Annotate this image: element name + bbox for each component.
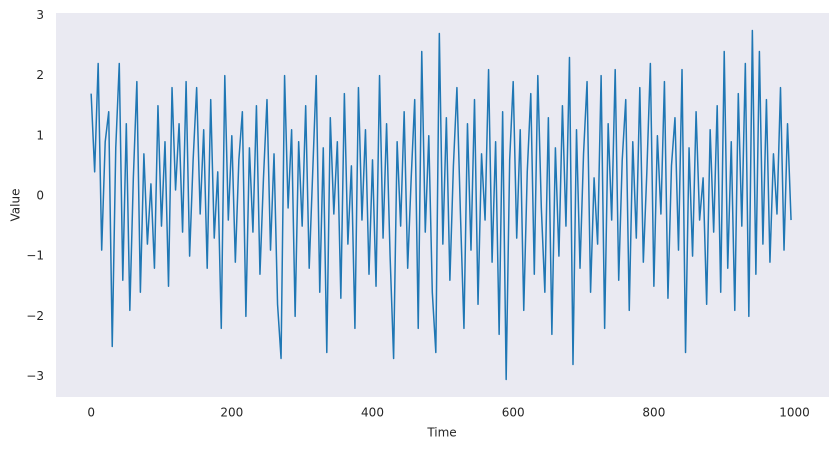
x-tick-label: 1000 <box>779 406 810 420</box>
x-tick-label: 600 <box>502 406 525 420</box>
x-axis-label: Time <box>426 426 456 440</box>
y-tick-label: −3 <box>26 369 44 383</box>
y-tick-label: −1 <box>26 249 44 263</box>
y-tick-label: 3 <box>36 8 44 22</box>
y-axis-label: Value <box>9 189 23 222</box>
y-tick-label: 1 <box>36 128 44 142</box>
x-tick-label: 800 <box>642 406 665 420</box>
y-tick-label: −2 <box>26 309 44 323</box>
y-tick-label: 2 <box>36 68 44 82</box>
x-tick-label: 200 <box>220 406 243 420</box>
x-tick-label: 0 <box>87 406 95 420</box>
y-tick-label: 0 <box>36 188 44 202</box>
x-tick-label: 400 <box>361 406 384 420</box>
data-line <box>90 29 792 381</box>
